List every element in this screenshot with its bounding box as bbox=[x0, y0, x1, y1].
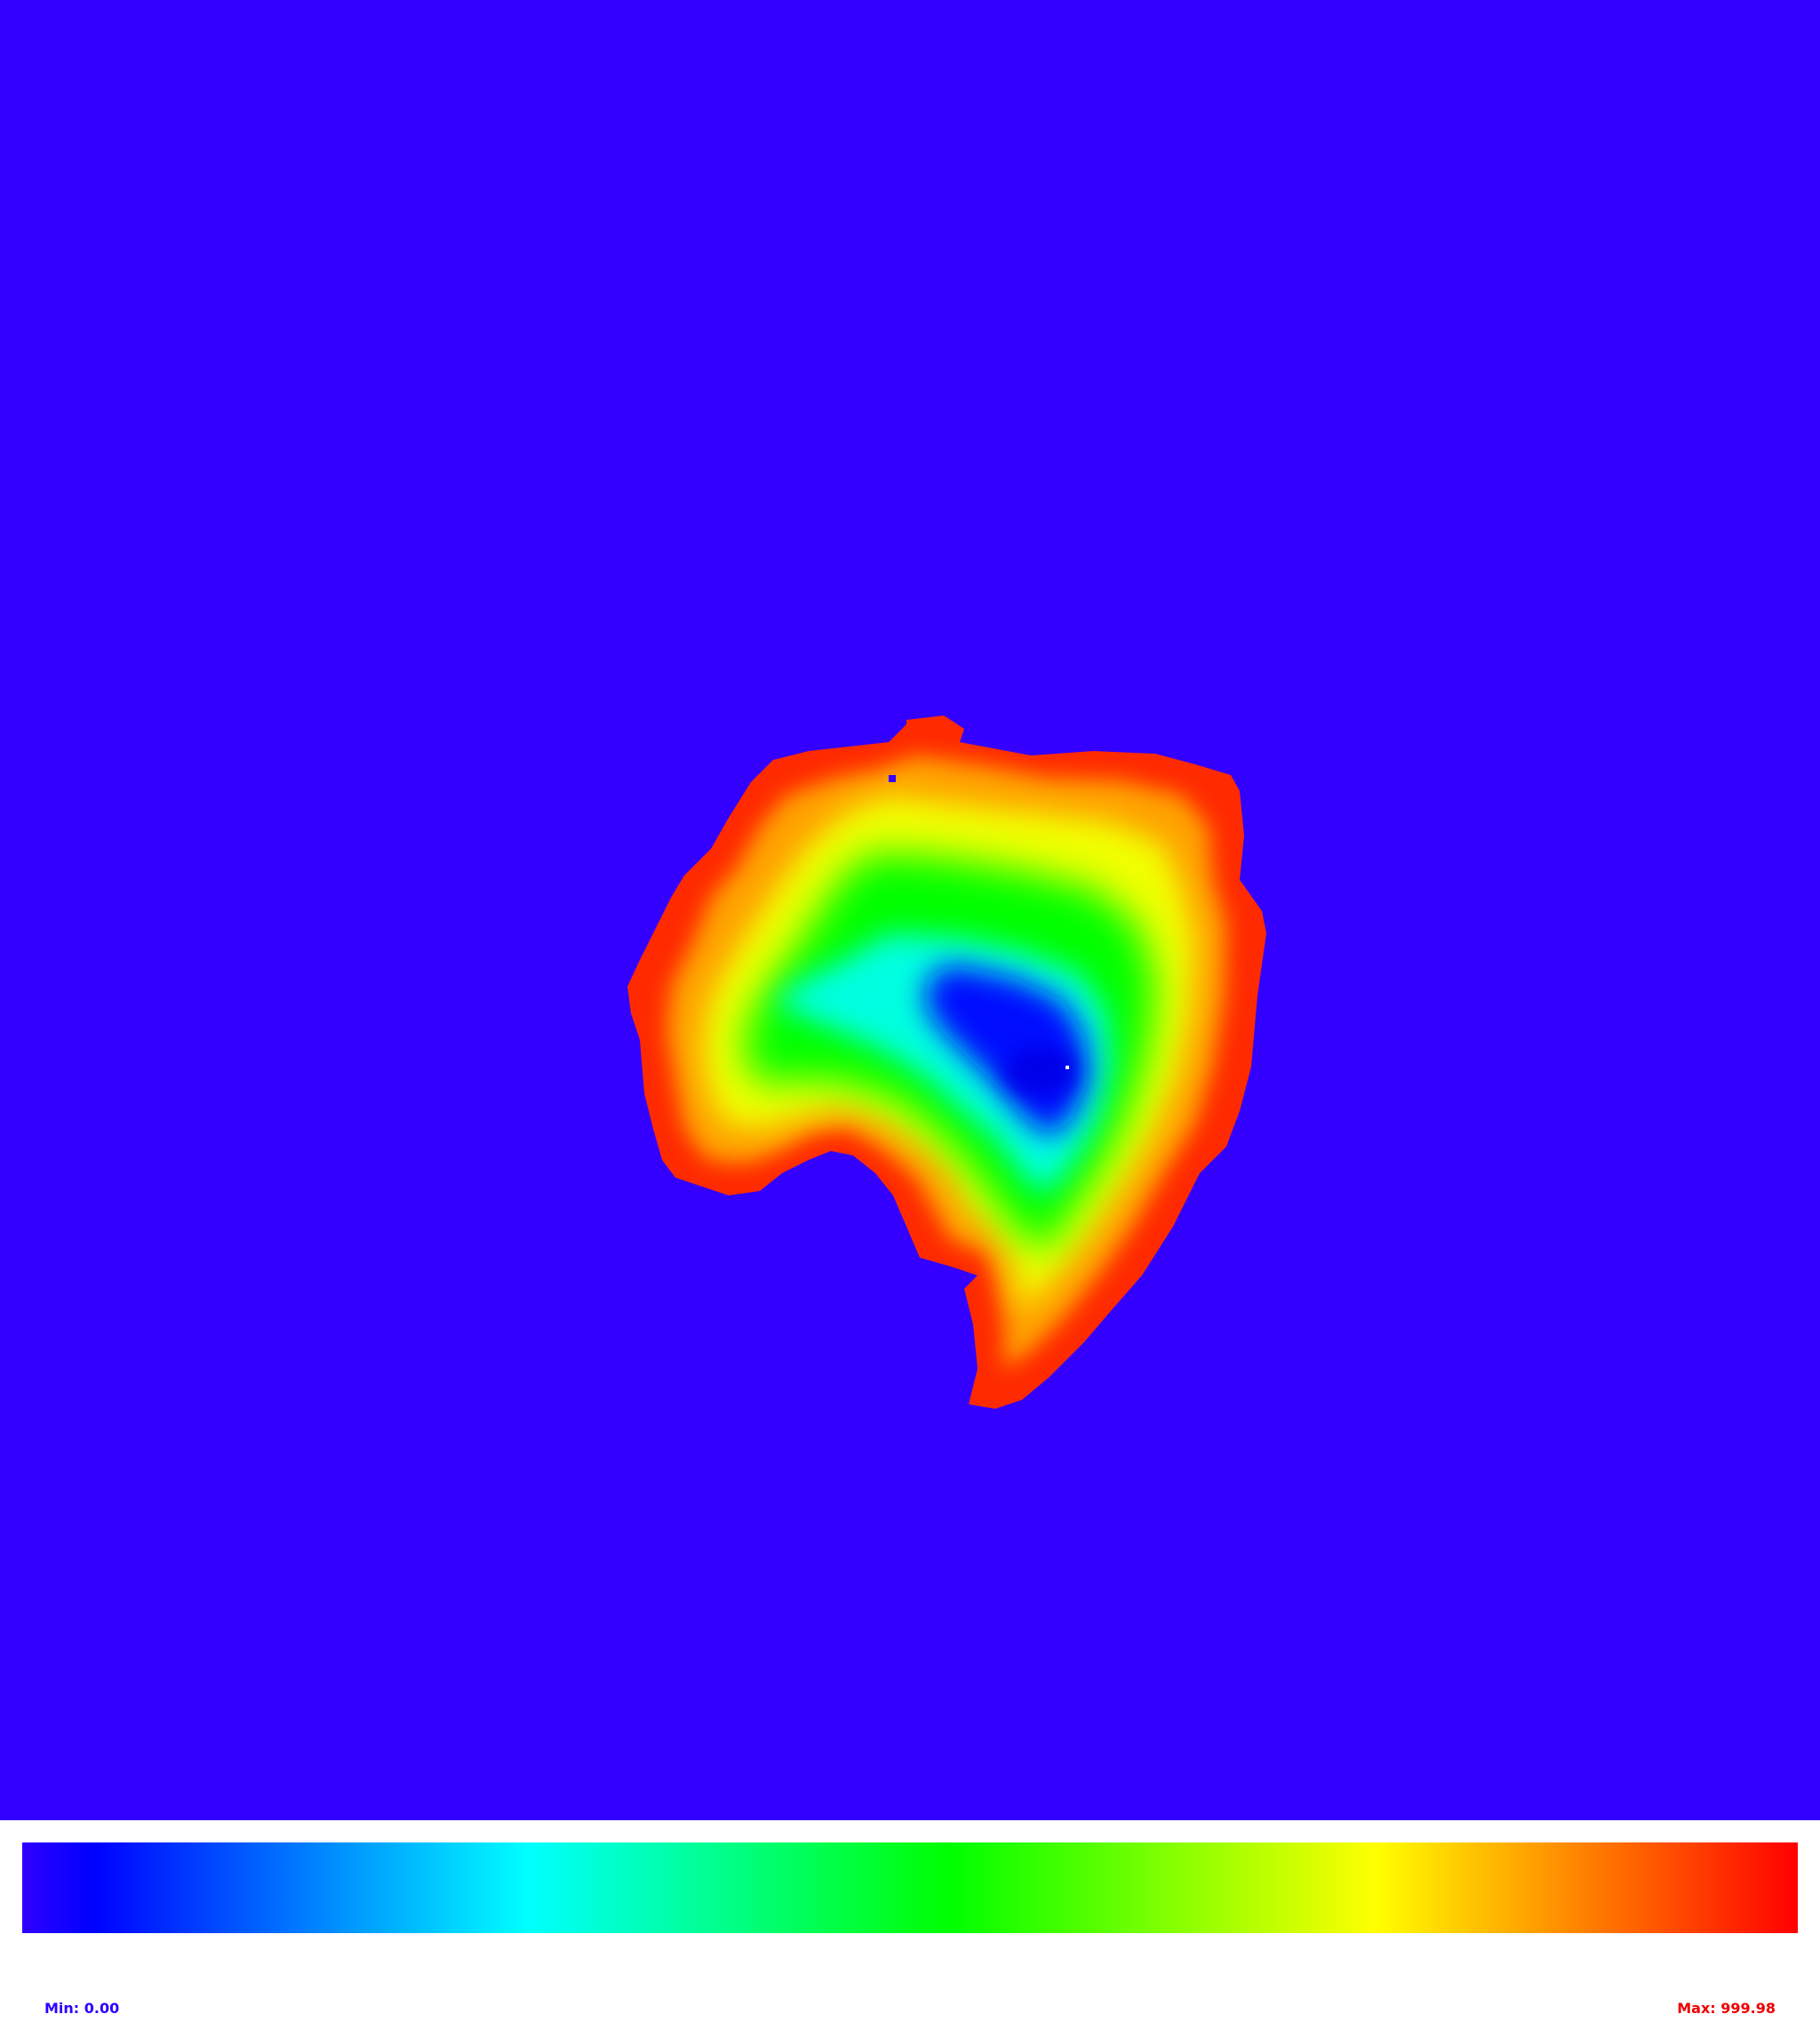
field-map bbox=[0, 0, 1820, 1820]
min-value-label: Min: 0.00 bbox=[44, 2000, 120, 2017]
colorbar bbox=[22, 1842, 1798, 1933]
max-value-label: Max: 999.98 bbox=[1677, 2000, 1776, 2017]
heat-blob bbox=[627, 715, 1266, 1409]
source-marker bbox=[1066, 1066, 1069, 1069]
blob-deep-core bbox=[1004, 1046, 1075, 1096]
field-map-canvas bbox=[0, 0, 1820, 1820]
colorbar-gradient bbox=[22, 1842, 1798, 1933]
notch-speck bbox=[889, 775, 896, 782]
